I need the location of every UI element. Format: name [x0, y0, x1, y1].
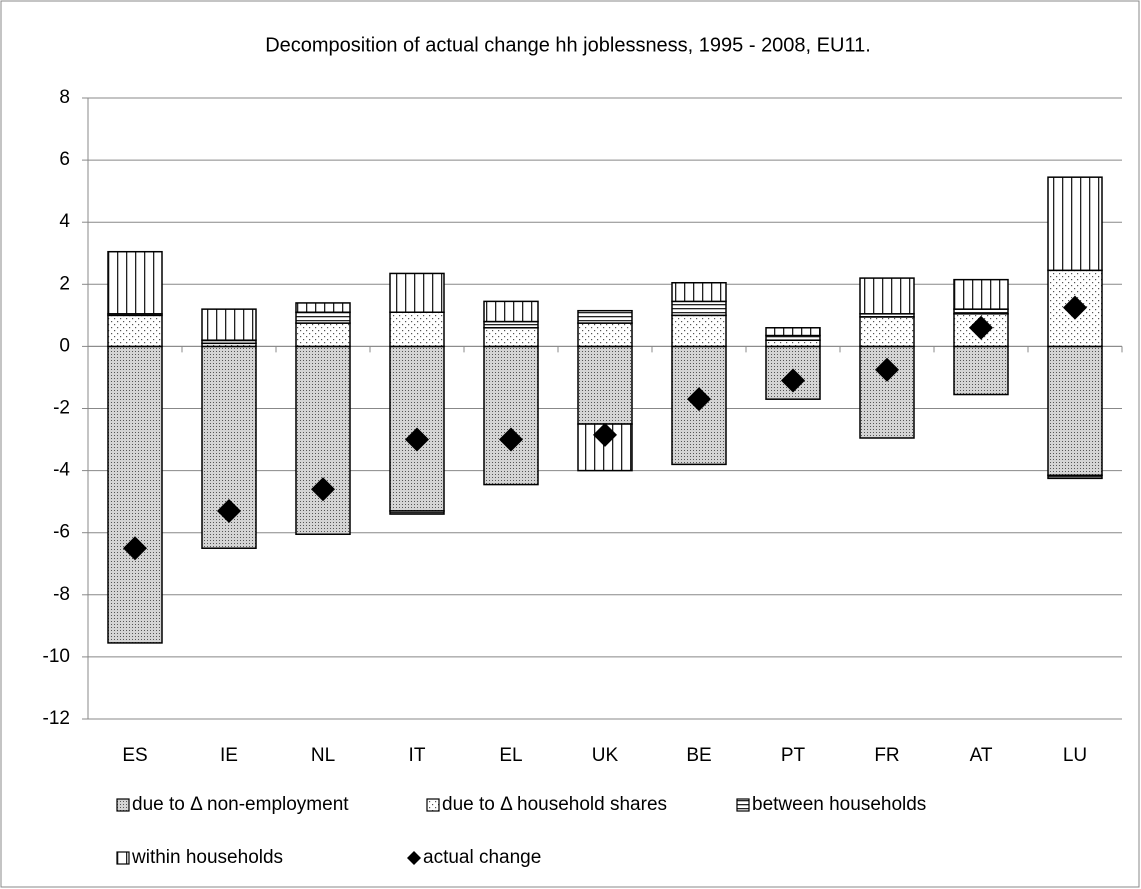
legend-swatch — [426, 798, 440, 812]
y-tick-label: 6 — [59, 149, 70, 170]
marker — [875, 357, 899, 382]
y-tick-label: 8 — [59, 87, 70, 108]
x-tick-label: NL — [311, 745, 335, 766]
bar-segment — [953, 278, 1009, 310]
bar-segment — [295, 311, 351, 324]
y-tick-label: -8 — [53, 584, 70, 605]
marker — [781, 368, 805, 393]
bar-segment — [577, 345, 633, 425]
bar-segment — [483, 300, 539, 323]
marker — [311, 477, 335, 502]
marker — [123, 536, 147, 561]
x-tick-label: IT — [409, 745, 426, 766]
bar-segment — [577, 322, 633, 348]
y-tick-label: -6 — [53, 522, 70, 543]
bar-segment — [483, 327, 539, 348]
marker — [593, 422, 617, 447]
legend-swatch — [736, 798, 750, 812]
x-tick-label: EL — [499, 745, 522, 766]
legend-label: due to Δ non-employment — [132, 794, 349, 815]
y-tick-label: -10 — [43, 646, 70, 667]
marker — [499, 427, 523, 452]
y-tick-label: 0 — [59, 335, 70, 356]
bar-segment — [671, 314, 727, 348]
marker — [1063, 295, 1087, 320]
x-tick-label: IE — [220, 745, 238, 766]
bar-segment — [859, 316, 915, 348]
marker — [405, 427, 429, 452]
x-tick-label: FR — [874, 745, 899, 766]
bar-segment — [765, 327, 821, 337]
bar-segment — [295, 322, 351, 348]
bar-segment — [483, 320, 539, 329]
y-tick-label: -2 — [53, 398, 70, 419]
bar-segment — [1047, 474, 1103, 480]
x-tick-label: BE — [686, 745, 711, 766]
legend-swatch — [116, 851, 130, 865]
bar-segment — [1047, 345, 1103, 477]
x-tick-label: LU — [1063, 745, 1087, 766]
bar-segment — [107, 314, 163, 348]
x-tick-label: UK — [592, 745, 619, 766]
marker — [969, 315, 993, 340]
bar-segment — [859, 277, 915, 315]
bar-segment — [765, 339, 821, 348]
legend-label: between households — [752, 794, 926, 815]
bar-segment — [295, 345, 351, 536]
bar-segment — [1047, 176, 1103, 272]
bar-segment — [389, 510, 445, 515]
legend-label: due to Δ household shares — [442, 794, 667, 815]
bar-segment — [201, 308, 257, 341]
bar-segment — [953, 345, 1009, 396]
chart-title: Decomposition of actual change hh jobles… — [265, 34, 871, 56]
bar-segment — [295, 302, 351, 313]
y-tick-label: 2 — [59, 273, 70, 294]
bar-segment — [389, 272, 445, 313]
marker — [217, 498, 241, 523]
legend-label: within households — [131, 847, 283, 868]
bar-segment — [107, 345, 163, 644]
bar-segment — [671, 300, 727, 317]
x-tick-label: ES — [122, 745, 147, 766]
x-tick-label: PT — [781, 745, 806, 766]
legend-label: actual change — [423, 847, 541, 868]
marker — [687, 387, 711, 412]
bar-segment — [671, 281, 727, 303]
legend-marker — [407, 851, 421, 865]
bar-segment — [577, 309, 633, 324]
bar-segment — [107, 250, 163, 315]
x-tick-label: AT — [970, 745, 993, 766]
y-tick-label: 4 — [59, 211, 70, 232]
y-tick-label: -12 — [43, 708, 70, 729]
y-tick-label: -4 — [53, 460, 70, 481]
legend-swatch — [116, 798, 130, 812]
bar-segment — [483, 345, 539, 486]
bar-segment — [389, 311, 445, 348]
